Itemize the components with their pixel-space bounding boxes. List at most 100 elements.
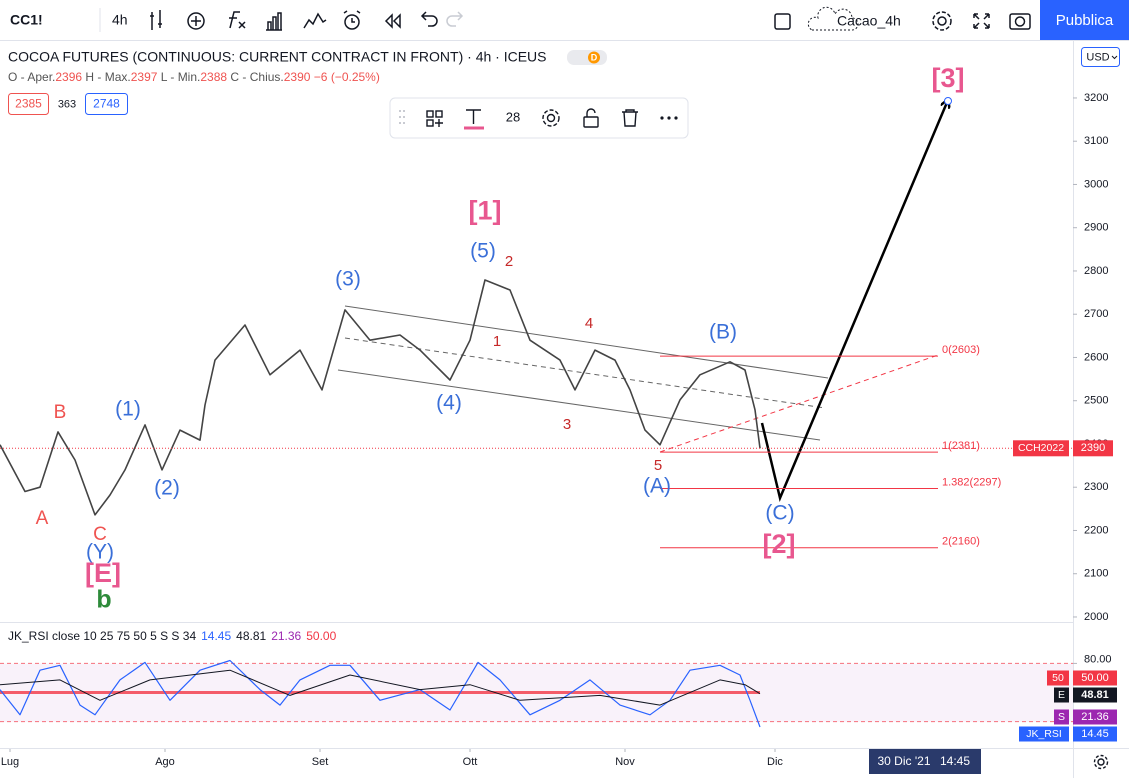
instrument-title: COCOA FUTURES (CONTINUOUS: CURRENT CONTR…	[8, 49, 547, 65]
symbol[interactable]: CC1!	[10, 12, 43, 28]
currency-caret	[1111, 55, 1118, 60]
wave-label: (3)	[335, 268, 361, 291]
ohlc-value: 2396	[55, 70, 82, 84]
y-tick-label: 2700	[1084, 308, 1108, 320]
rsi-tag-value: 21.36	[1081, 711, 1109, 723]
channel-lower	[337, 369, 821, 441]
symbol-tag-label: CCH2022	[1018, 442, 1064, 454]
ohlc-value: 2390	[284, 70, 311, 84]
badge-dot	[588, 51, 600, 64]
rsi-line	[0, 669, 761, 706]
drawing-toolbar-icons[interactable]	[399, 108, 638, 128]
wave-label: 4	[585, 315, 593, 332]
symbol-tag	[1013, 440, 1069, 457]
rsi-tag-value: 14.45	[1081, 728, 1109, 740]
settings-icon[interactable]	[1093, 754, 1109, 770]
legend-item: 50.00	[306, 629, 336, 643]
fib-label: 1.382(2297)	[942, 476, 1001, 488]
publish-button[interactable]	[1040, 0, 1129, 40]
wave-label: (C)	[765, 502, 794, 525]
wave-label: (4)	[436, 392, 462, 415]
toolbar-icons[interactable]	[150, 10, 438, 31]
y-tick-label: 2900	[1084, 222, 1108, 234]
wave-label: [E]	[85, 558, 121, 588]
y-tick-label: 2000	[1084, 611, 1108, 623]
rsi-tag-value: 48.81	[1081, 689, 1109, 701]
wave-label: A	[36, 508, 49, 529]
anchor-point[interactable]	[944, 97, 952, 105]
x-tick-label: Dic	[767, 756, 783, 768]
y-tick-label: 2500	[1084, 395, 1108, 407]
rsi-tag-box	[1073, 709, 1117, 725]
interval[interactable]: 4h	[112, 12, 128, 28]
price-tag	[1073, 440, 1113, 457]
wave-label: [2]	[763, 529, 796, 559]
publish-label[interactable]: Pubblica	[1056, 12, 1114, 29]
legend-item: 21.36	[271, 629, 301, 643]
ohlc-label: O - Aper.	[8, 70, 55, 84]
crosshair-time-box	[869, 749, 981, 774]
redo-icon[interactable]	[446, 11, 464, 27]
ohlc-label: H - Max.	[85, 70, 130, 84]
wave-label: [1]	[469, 195, 502, 225]
buy-box[interactable]	[85, 93, 128, 115]
x-tick-label: Nov	[615, 756, 635, 768]
wave-label: (Y)	[86, 541, 114, 564]
fib-label: 1(2381)	[942, 440, 980, 452]
rsi-tag-box	[1073, 670, 1117, 686]
y-tick-label: 2800	[1084, 265, 1108, 277]
y-tick-label: 3200	[1084, 92, 1108, 104]
wave-label: 1	[493, 333, 501, 350]
rsi-tag-name: S	[1058, 711, 1065, 723]
price-tag-label: 2390	[1081, 442, 1105, 454]
wave-label: (5)	[470, 239, 496, 262]
x-tick-label: Set	[312, 756, 329, 768]
ohlc-label: C - Chius.	[230, 70, 283, 84]
rsi-tag-name-box	[1047, 670, 1069, 686]
layout-name[interactable]: Cacao_4h	[837, 13, 901, 29]
crosshair-date: 30 Dic '21	[878, 754, 931, 768]
currency[interactable]: USD	[1086, 51, 1109, 63]
drawings: 0(2603) 1(2381) 1.382(2297) 2(2160)	[337, 97, 1001, 549]
fib-trend	[659, 354, 939, 453]
wave-label: (2)	[154, 476, 180, 499]
buy-price[interactable]: 2748	[93, 97, 120, 111]
ohlc-value: 2388	[200, 70, 227, 84]
y-tick-label: 3100	[1084, 135, 1108, 147]
currency-box[interactable]	[1081, 47, 1120, 67]
toolbar	[0, 0, 1129, 40]
wave-label: 3	[563, 416, 571, 433]
rsi-tag-box	[1073, 726, 1117, 742]
fib-label: 2(2160)	[942, 536, 980, 548]
badge-pill	[567, 50, 607, 65]
legend-item: 14.45	[201, 629, 231, 643]
layout-icon[interactable]	[774, 13, 791, 30]
ohlc-change: −6 (−0.25%)	[314, 70, 380, 84]
rsi-tag-name-box	[1054, 687, 1069, 703]
wave-label: C	[93, 524, 107, 545]
wave-label: (1)	[115, 397, 141, 420]
font-size[interactable]: 28	[506, 109, 520, 124]
channel-upper	[344, 305, 829, 379]
crosshair-time: 14:45	[940, 754, 970, 768]
rsi-tag-name: 50	[1052, 672, 1064, 684]
more-icon[interactable]	[660, 116, 678, 120]
y-tick-label: 2100	[1084, 568, 1108, 580]
toolbar-icons-right[interactable]	[932, 11, 1031, 31]
cloud-icon[interactable]	[807, 6, 859, 31]
rsi-legend: JK_RSI close 10 25 75 50 5 S S 34 14.45 48…	[8, 629, 337, 643]
drawing-toolbar	[389, 97, 689, 139]
rsi-tag-name: JK_RSI	[1026, 728, 1062, 740]
legend-item: JK_RSI close 10 25 75 50 5 S S 34	[8, 629, 196, 643]
rsi-tag-name-box	[1054, 709, 1069, 725]
rsi-tag-name: E	[1058, 689, 1065, 701]
rsi-tag-box	[1073, 687, 1117, 703]
rsi-y-tick-label: 80.00	[1084, 653, 1112, 665]
sell-price[interactable]: 2385	[15, 97, 42, 111]
legend-item: 48.81	[236, 629, 266, 643]
x-tick-label: Ago	[155, 756, 175, 768]
wave-label: B	[54, 402, 67, 423]
sell-box[interactable]	[8, 93, 49, 115]
